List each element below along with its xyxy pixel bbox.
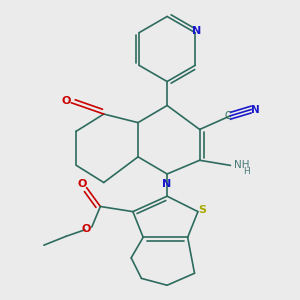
Text: S: S [198,205,206,215]
Text: N: N [192,26,202,36]
Text: N: N [163,178,172,189]
Text: N: N [251,105,260,115]
Text: O: O [61,96,71,106]
Text: O: O [78,179,87,189]
Text: C: C [225,111,231,122]
Text: O: O [82,224,91,234]
Text: H: H [244,167,250,176]
Text: NH: NH [234,160,249,170]
